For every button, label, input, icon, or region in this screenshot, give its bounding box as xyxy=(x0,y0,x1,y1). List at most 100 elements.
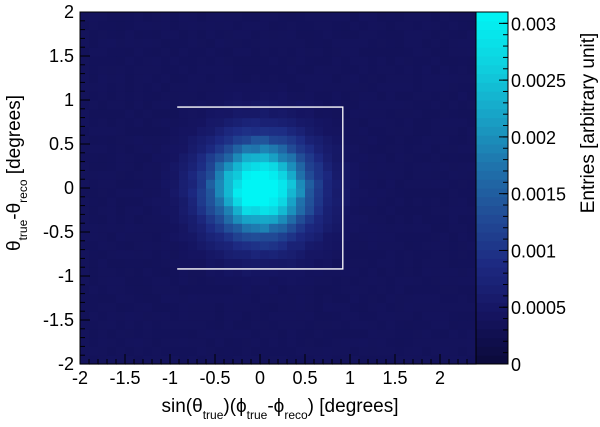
heatmap-cell xyxy=(278,240,288,251)
heatmap-cell xyxy=(368,302,378,312)
heatmap-cell xyxy=(197,38,207,48)
heatmap-cell xyxy=(377,302,387,312)
heatmap-cell xyxy=(143,12,153,22)
heatmap-cell xyxy=(395,179,405,189)
heatmap-cell xyxy=(404,161,414,171)
heatmap-cell xyxy=(386,328,396,339)
heatmap-cell xyxy=(314,276,324,286)
heatmap-cell xyxy=(143,276,153,286)
heatmap-cell xyxy=(206,29,216,39)
heatmap-cell xyxy=(314,117,324,127)
heatmap-cell xyxy=(296,328,306,339)
heatmap-cell xyxy=(134,91,144,101)
heatmap-cell xyxy=(80,205,90,215)
heatmap-cell xyxy=(404,267,414,277)
heatmap-cell xyxy=(269,126,279,136)
heatmap-cell xyxy=(449,249,459,259)
heatmap-cell xyxy=(224,276,234,286)
heatmap-cell xyxy=(458,47,468,57)
heatmap-cell xyxy=(116,73,126,83)
heatmap-cell xyxy=(449,267,459,277)
heatmap-cell xyxy=(341,161,351,171)
heatmap-cell xyxy=(107,64,117,75)
heatmap-cell xyxy=(359,12,369,22)
heatmap-cell xyxy=(116,188,126,198)
heatmap-cell xyxy=(359,355,369,365)
heatmap-cell xyxy=(260,302,270,312)
heatmap-cell xyxy=(134,108,144,119)
heatmap-cell xyxy=(332,38,342,48)
heatmap-cell xyxy=(386,240,396,251)
heatmap-cell xyxy=(224,152,234,163)
heatmap-cell xyxy=(134,47,144,57)
heatmap-cell xyxy=(269,108,279,119)
heatmap-cell xyxy=(467,64,477,75)
heatmap-cell xyxy=(350,179,360,189)
heatmap-cell xyxy=(242,258,252,268)
heatmap-cell xyxy=(197,284,207,295)
heatmap-cell xyxy=(188,179,198,189)
heatmap-cell xyxy=(134,223,144,233)
heatmap-cell xyxy=(395,214,405,224)
heatmap-cell xyxy=(431,100,441,110)
heatmap-cell xyxy=(368,293,378,303)
heatmap-cell xyxy=(314,214,324,224)
heatmap-cell xyxy=(170,12,180,22)
heatmap-cell xyxy=(242,170,252,180)
heatmap-cell xyxy=(170,20,180,31)
heatmap-cell xyxy=(413,161,423,171)
heatmap-cell xyxy=(89,135,99,145)
heatmap-cell xyxy=(206,170,216,180)
heatmap-cell xyxy=(341,249,351,259)
heatmap-cell xyxy=(260,126,270,136)
heatmap-cell xyxy=(269,82,279,92)
heatmap-cell xyxy=(431,20,441,31)
heatmap-cell xyxy=(224,346,234,356)
heatmap-cell xyxy=(368,276,378,286)
heatmap-cell xyxy=(215,293,225,303)
heatmap-cell xyxy=(116,126,126,136)
heatmap-cell xyxy=(467,355,477,365)
heatmap-cell xyxy=(98,293,108,303)
heatmap-cell xyxy=(98,258,108,268)
heatmap-cell xyxy=(440,47,450,57)
heatmap-cell xyxy=(368,249,378,259)
heatmap-cell xyxy=(233,152,243,163)
heatmap-cell xyxy=(179,214,189,224)
heatmap-cell xyxy=(233,240,243,251)
heatmap-cell xyxy=(278,144,288,154)
heatmap-cell xyxy=(179,320,189,330)
heatmap-cell xyxy=(467,337,477,347)
heatmap-cell xyxy=(278,135,288,145)
heatmap-cell xyxy=(152,196,162,207)
heatmap-cell xyxy=(404,249,414,259)
heatmap-cell xyxy=(89,267,99,277)
heatmap-cell xyxy=(404,346,414,356)
heatmap-cell xyxy=(89,320,99,330)
heatmap-cell xyxy=(341,179,351,189)
heatmap-cell xyxy=(125,179,135,189)
heatmap-cell xyxy=(206,232,216,242)
heatmap-cell xyxy=(134,144,144,154)
heatmap-cell xyxy=(251,276,261,286)
heatmap-cell xyxy=(395,161,405,171)
heatmap-cell xyxy=(341,284,351,295)
heatmap-cell xyxy=(206,82,216,92)
heatmap-cell xyxy=(233,144,243,154)
heatmap-cell xyxy=(242,179,252,189)
heatmap-cell xyxy=(251,73,261,83)
heatmap-cell xyxy=(134,328,144,339)
heatmap-cell xyxy=(350,249,360,259)
heatmap-cell xyxy=(386,20,396,31)
heatmap-cell xyxy=(305,258,315,268)
heatmap-cell xyxy=(143,337,153,347)
heatmap-cell xyxy=(404,91,414,101)
heatmap-cell xyxy=(431,205,441,215)
heatmap-cell xyxy=(395,64,405,75)
heatmap-cell xyxy=(224,91,234,101)
heatmap-cell xyxy=(260,214,270,224)
heatmap-cell xyxy=(224,337,234,347)
heatmap-cell xyxy=(134,284,144,295)
heatmap-cell xyxy=(431,320,441,330)
heatmap-cell xyxy=(197,214,207,224)
